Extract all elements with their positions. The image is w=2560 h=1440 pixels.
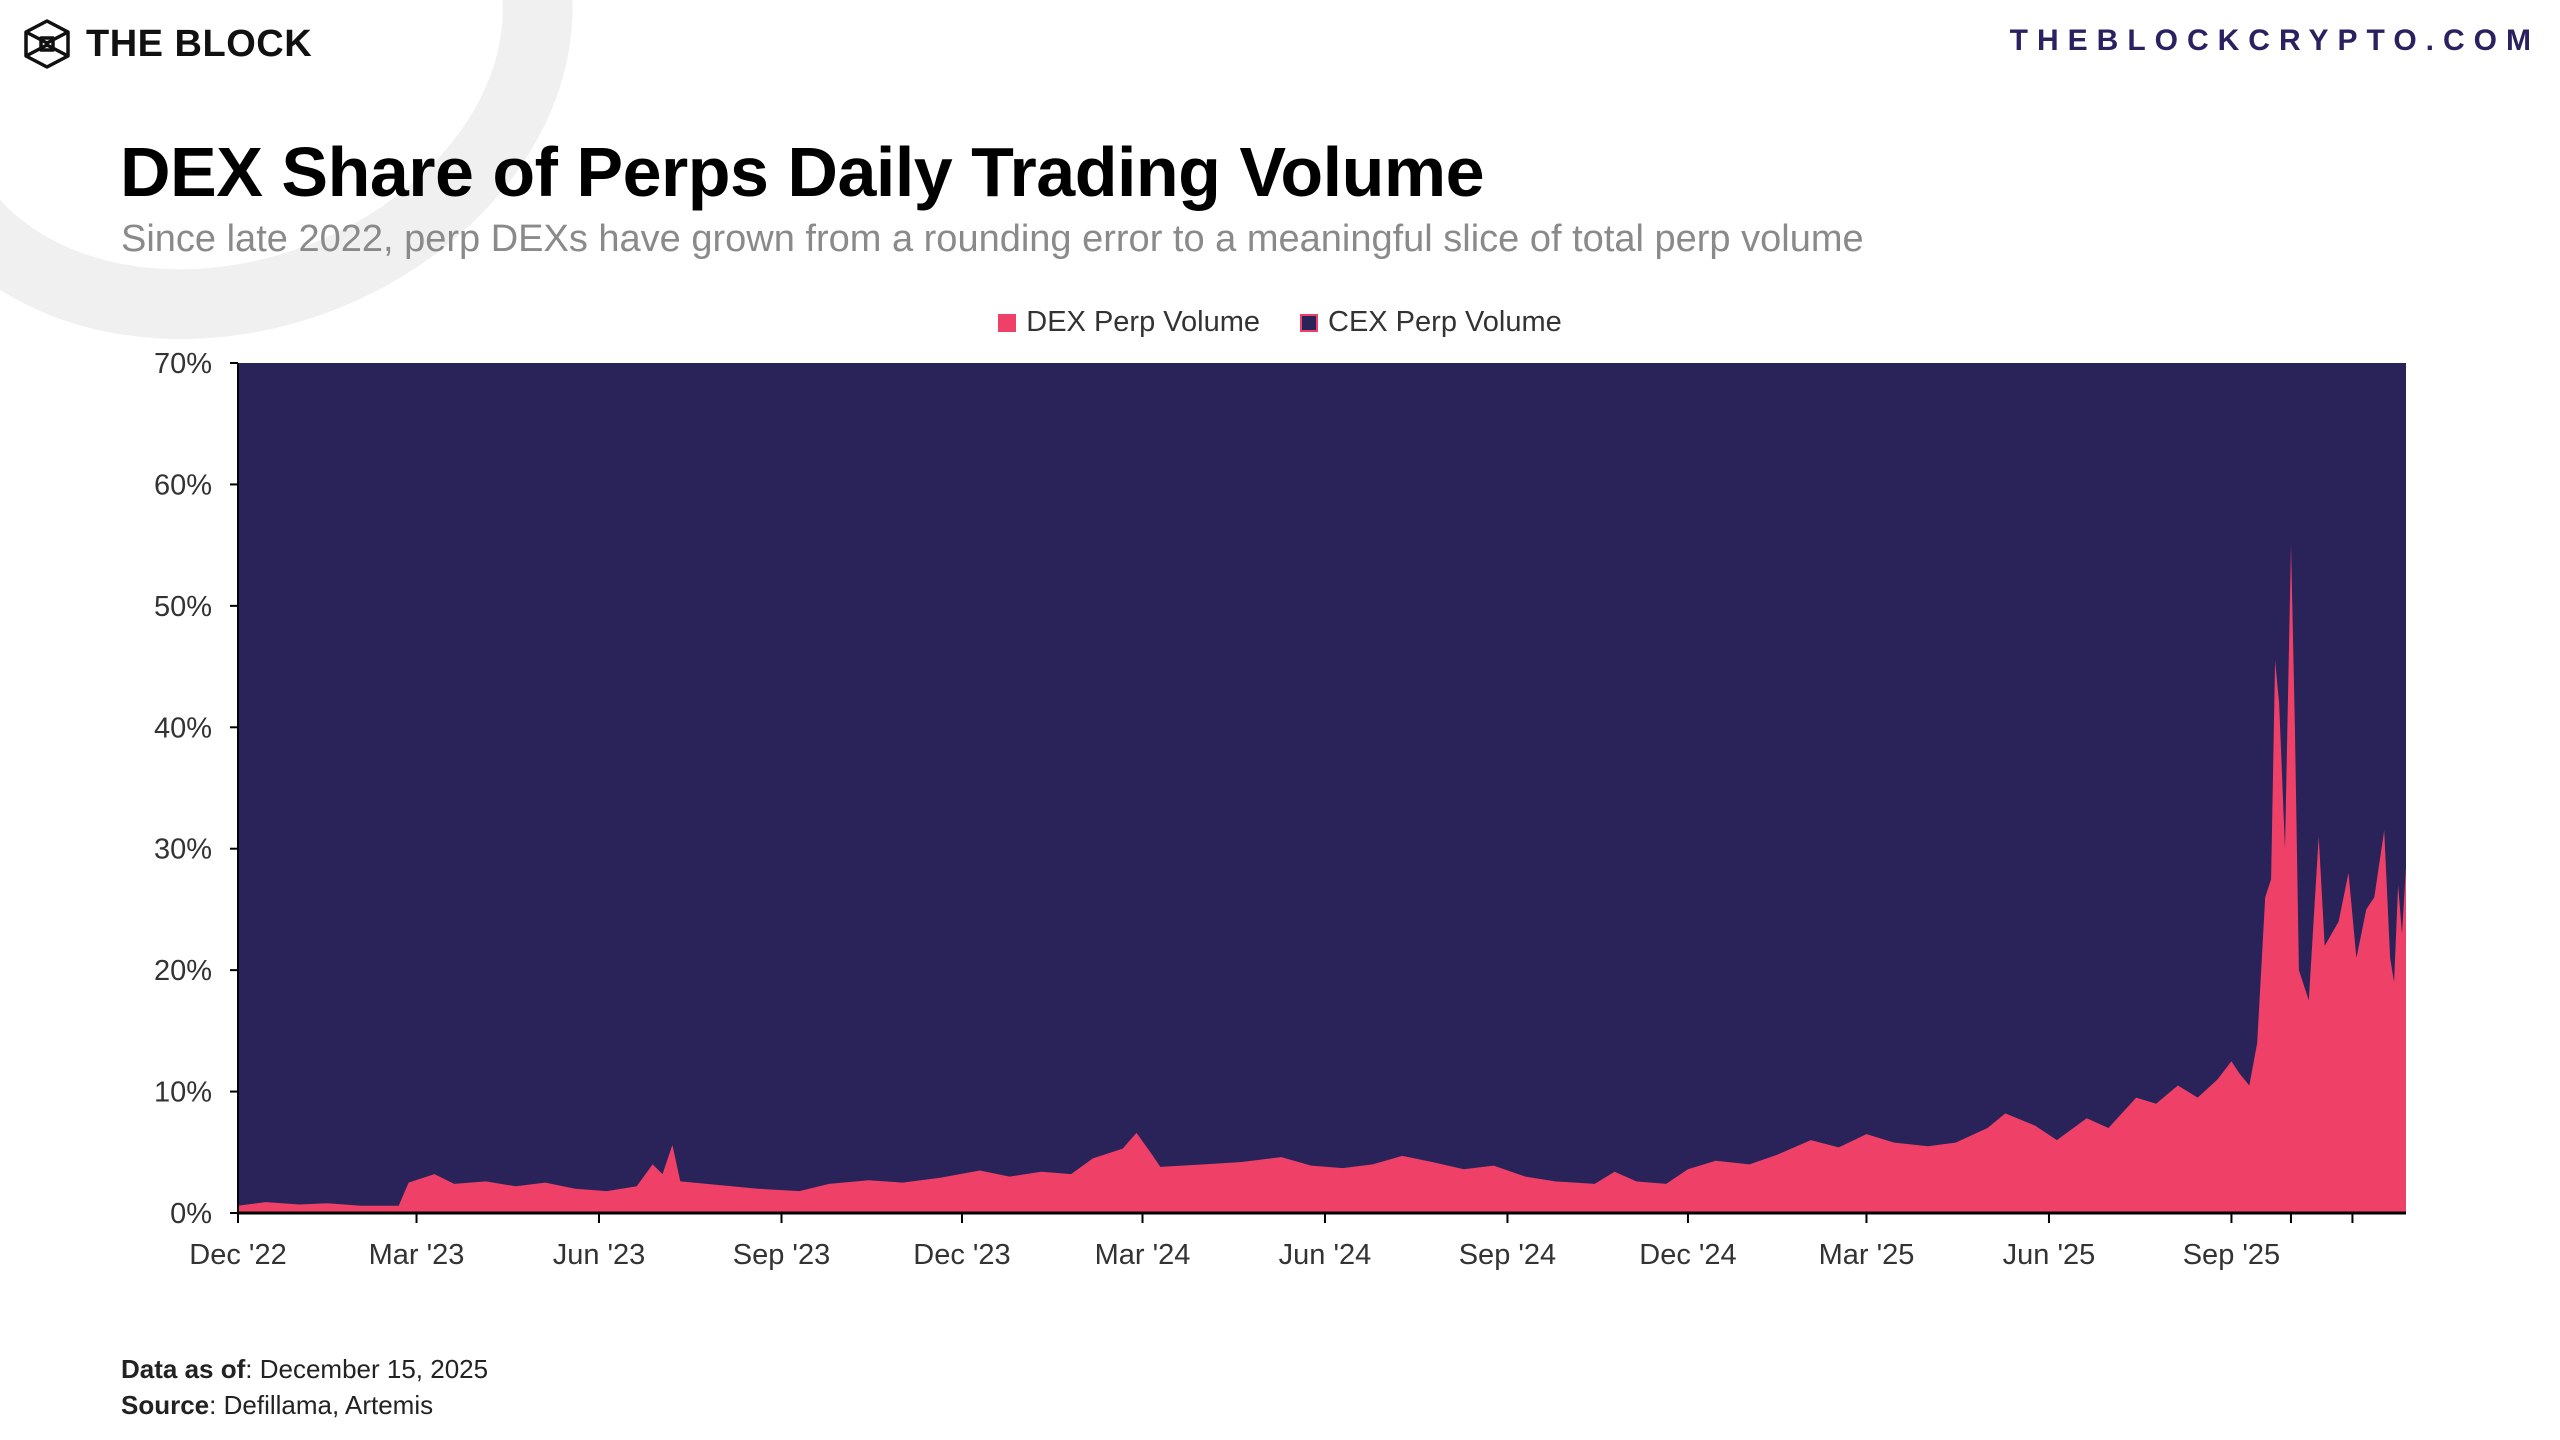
chart-subtitle: Since late 2022, perp DEXs have grown fr… [121, 218, 1864, 260]
x-tick-label: Sep '25 [2183, 1239, 2280, 1271]
legend-swatch-dex [998, 313, 1017, 332]
cube-logo-icon [24, 19, 70, 69]
chart-title: DEX Share of Perps Daily Trading Volume [120, 133, 1485, 211]
legend-label-dex: DEX Perp Volume [1026, 306, 1260, 338]
x-tick-label: Dec '23 [913, 1239, 1010, 1271]
the-block-logo: THE BLOCK [22, 18, 312, 70]
dex-area [238, 545, 2406, 1213]
x-tick-label: Jun '25 [2003, 1239, 2096, 1271]
legend-item-dex: DEX Perp Volume [998, 306, 1260, 339]
y-tick-label: 0% [170, 1198, 212, 1230]
y-tick-label: 40% [154, 712, 212, 744]
x-tick-label: Mar '24 [1095, 1239, 1191, 1271]
website-url: THEBLOCKCRYPTO.COM [2009, 24, 2540, 57]
logo-text: THE BLOCK [86, 22, 313, 65]
x-tick-label: Dec '24 [1639, 1239, 1736, 1271]
y-tick-label: 60% [154, 469, 212, 501]
legend-swatch-cex [1300, 313, 1318, 332]
y-tick-label: 20% [154, 955, 212, 987]
legend: DEX Perp Volume CEX Perp Volume [0, 306, 2560, 339]
data-as-of-value: : December 15, 2025 [245, 1354, 489, 1384]
x-tick-label: Sep '24 [1459, 1239, 1556, 1271]
x-tick-label: Dec '22 [189, 1239, 286, 1271]
legend-label-cex: CEX Perp Volume [1328, 306, 1562, 338]
footer-data-as-of: Data as of: December 15, 2025 [121, 1354, 488, 1385]
x-tick-label: Mar '25 [1819, 1239, 1915, 1271]
y-tick-label: 30% [154, 834, 212, 866]
x-tick-label: Sep '23 [733, 1239, 830, 1271]
y-tick-label: 10% [154, 1077, 212, 1109]
cex-area [238, 363, 2406, 1213]
y-tick-label: 70% [154, 348, 212, 380]
footer-source: Source: Defillama, Artemis [121, 1390, 433, 1421]
data-as-of-label: Data as of [121, 1354, 246, 1384]
x-tick-label: Jun '23 [553, 1239, 646, 1271]
y-tick-label: 50% [154, 591, 212, 623]
x-tick-label: Jun '24 [1279, 1239, 1372, 1271]
legend-item-cex: CEX Perp Volume [1300, 306, 1562, 339]
source-value: : Defillama, Artemis [209, 1390, 434, 1420]
x-tick-label: Mar '23 [369, 1239, 465, 1271]
source-label: Source [121, 1390, 210, 1420]
